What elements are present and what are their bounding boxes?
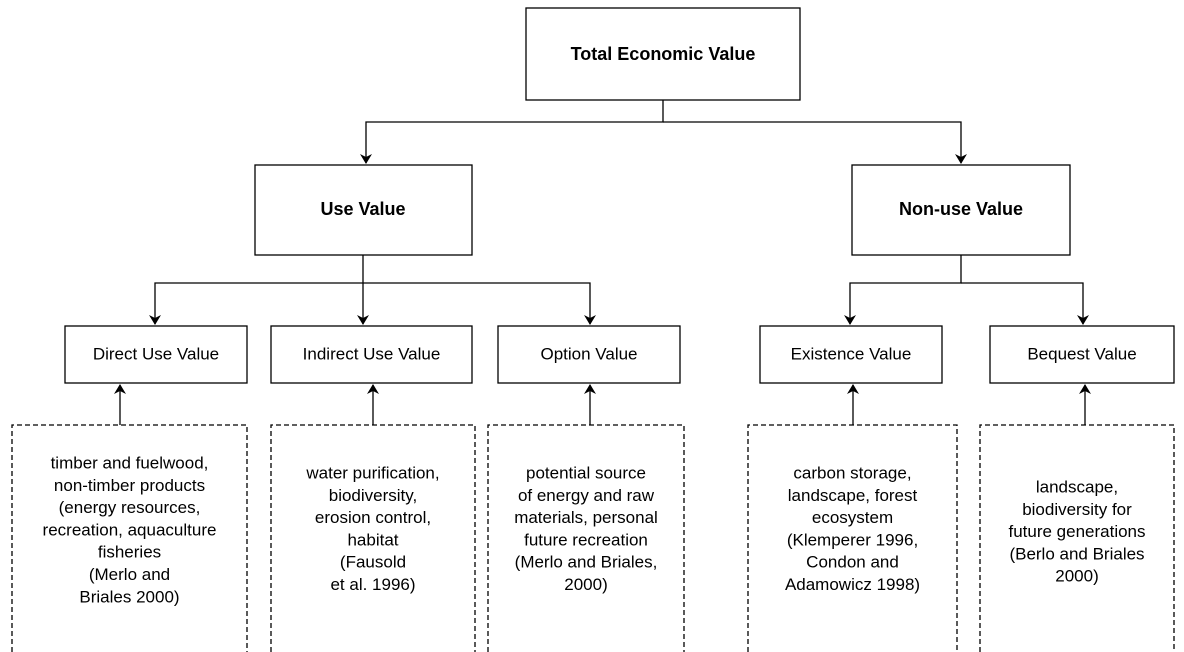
- example-box: [11, 424, 248, 652]
- example-text: Condon and: [806, 553, 899, 572]
- connector: [961, 282, 1089, 325]
- connector: [363, 282, 596, 325]
- example-text: water purification,: [305, 463, 439, 482]
- value-label: Direct Use Value: [93, 344, 219, 363]
- connectors: [149, 100, 1089, 325]
- example-text: (Berlo and Briales: [1009, 544, 1144, 563]
- example-text: Adamowicz 1998): [785, 575, 920, 594]
- example-text: potential source: [526, 463, 646, 482]
- value-box: [270, 325, 473, 384]
- value-box: [759, 325, 943, 384]
- example-box: [487, 424, 685, 652]
- example-text: of energy and raw: [518, 486, 655, 505]
- connector: [663, 121, 967, 164]
- example-box: [979, 424, 1175, 652]
- example-text: (energy resources,: [59, 498, 201, 517]
- example-text: biodiversity,: [329, 486, 418, 505]
- value-label: Indirect Use Value: [303, 344, 441, 363]
- example-text: timber and fuelwood,: [51, 453, 209, 472]
- example-text: landscape, forest: [788, 486, 918, 505]
- value-label: Existence Value: [791, 344, 912, 363]
- category-box: [851, 164, 1071, 256]
- example-text: et al. 1996): [330, 575, 415, 594]
- root-box: [525, 7, 801, 101]
- connector: [844, 255, 962, 325]
- example-text: non-timber products: [54, 476, 205, 495]
- connector: [360, 100, 664, 164]
- example-text: (Merlo and Briales,: [515, 553, 658, 572]
- example-text: 2000): [1055, 567, 1098, 586]
- example-text: ecosystem: [812, 508, 893, 527]
- example-text: biodiversity for: [1022, 500, 1132, 519]
- example-text: fisheries: [98, 543, 161, 562]
- example-text: Briales 2000): [79, 587, 179, 606]
- category-label: Use Value: [320, 199, 405, 219]
- example-text: recreation, aquaculture: [43, 520, 217, 539]
- example-text: landscape,: [1036, 477, 1118, 496]
- example-text: erosion control,: [315, 508, 431, 527]
- example-text: carbon storage,: [793, 463, 911, 482]
- value-label: Option Value: [540, 344, 637, 363]
- value-box: [989, 325, 1175, 384]
- example-text: 2000): [564, 575, 607, 594]
- category-label: Non-use Value: [899, 199, 1023, 219]
- value-box: [497, 325, 681, 384]
- example-text: (Merlo and: [89, 565, 170, 584]
- value-box: [64, 325, 248, 384]
- example-text: (Fausold: [340, 553, 406, 572]
- example-text: future recreation: [524, 530, 648, 549]
- example-text: materials, personal: [514, 508, 658, 527]
- example-text: habitat: [347, 530, 398, 549]
- root-label: Total Economic Value: [571, 44, 756, 64]
- category-box: [254, 164, 473, 256]
- example-text: future generations: [1008, 522, 1145, 541]
- example-text: (Klemperer 1996,: [787, 530, 918, 549]
- connector: [149, 255, 364, 325]
- value-label: Bequest Value: [1027, 344, 1136, 363]
